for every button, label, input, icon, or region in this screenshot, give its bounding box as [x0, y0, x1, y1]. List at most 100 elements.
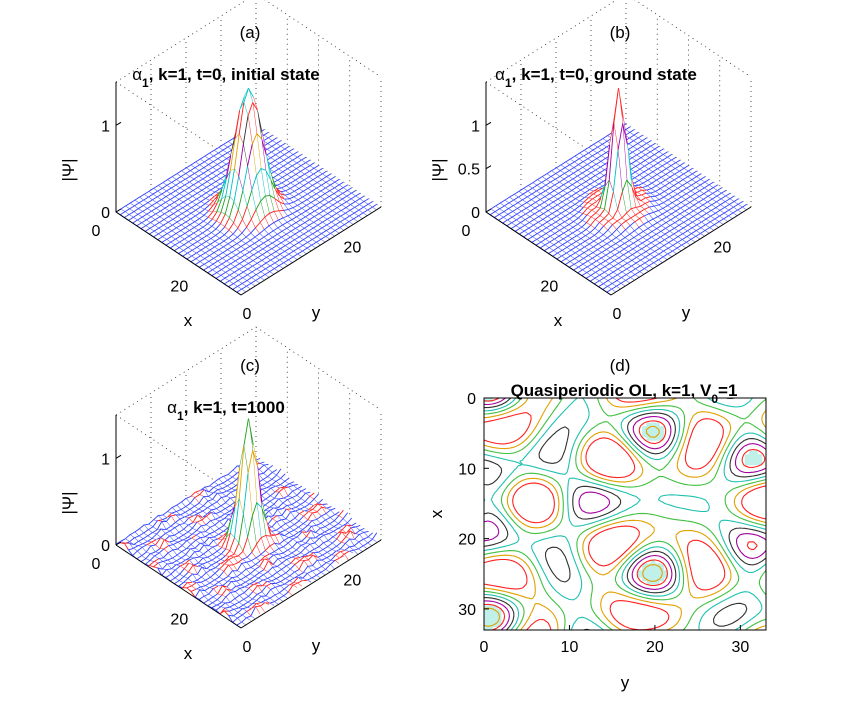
surface-cell [234, 543, 243, 556]
surface-edge [619, 237, 626, 244]
surface-edge [160, 528, 166, 534]
surface-cell [276, 188, 286, 192]
surface-edge [308, 542, 315, 550]
surface-edge [529, 207, 536, 215]
surface-edge [586, 161, 593, 168]
surface-edge [161, 559, 168, 565]
surface-edge [324, 517, 331, 525]
surface-edge [545, 176, 552, 183]
surface-cell [592, 198, 601, 208]
surface-edge [573, 158, 580, 166]
surface-edge [264, 495, 271, 502]
surface-edge [621, 179, 628, 214]
surface-edge [565, 244, 572, 251]
surface-cell [184, 517, 193, 526]
surface-cell [211, 221, 221, 230]
surface-cell [146, 545, 155, 554]
surface-edge [592, 243, 599, 251]
surface-cell [583, 198, 593, 203]
surface-edge [153, 552, 160, 560]
surface-cell [305, 492, 315, 497]
surface-edge [320, 513, 327, 521]
surface-edge [291, 536, 298, 543]
surface-cell [167, 507, 177, 514]
surface-cell [182, 537, 192, 541]
surface-edge [310, 524, 317, 533]
surface-edge [622, 123, 628, 181]
surface-cell [152, 520, 162, 530]
x-tick-label: 0 [92, 223, 101, 240]
surface-cell [595, 208, 605, 216]
surface-cell [219, 519, 229, 526]
x-axis [485, 211, 612, 296]
surface-cell [332, 532, 342, 540]
surface-edge [300, 531, 307, 538]
surface-cell [582, 208, 592, 216]
y-tick-label: 20 [713, 239, 731, 256]
surface-cell [229, 169, 239, 202]
surface-cell [349, 539, 359, 546]
panel-title: α1, k=1, t=0, initial state [132, 65, 320, 90]
surface-edge [608, 123, 615, 193]
surface-cell [203, 211, 213, 218]
surface-cell [172, 549, 182, 556]
surface-cell [200, 531, 210, 537]
surface-edge [223, 511, 230, 516]
surface-edge [606, 234, 613, 242]
surface-cell [204, 200, 214, 206]
surface-cell [239, 446, 248, 516]
surface-cell [320, 526, 329, 533]
surface-edge [216, 535, 223, 541]
surface-edge [197, 514, 203, 521]
surface-cell [280, 193, 289, 200]
surface-edge [323, 529, 330, 535]
surface-cell [152, 529, 162, 535]
surface-edge [275, 515, 282, 521]
surface-edge [303, 551, 310, 557]
z-tick [115, 121, 122, 126]
surface-edge [328, 526, 334, 532]
surface-edge [517, 193, 524, 201]
surface-edge [133, 528, 140, 537]
surface-cell [208, 540, 218, 548]
surface-edge [584, 184, 591, 191]
y-axis-label: y [312, 303, 321, 322]
surface-edge [586, 155, 593, 162]
surface-cell [274, 210, 283, 221]
surface-cell [578, 207, 588, 214]
surface-edge [542, 210, 549, 217]
surface-cell [350, 527, 360, 534]
surface-edge [544, 181, 551, 189]
surface-edge [298, 515, 304, 525]
surface-cell [202, 562, 212, 569]
x-tick-label: 20 [540, 278, 558, 295]
surface-edge [540, 227, 547, 234]
surface-cell [215, 559, 225, 564]
surface-edge [319, 526, 325, 533]
y-tick-label: 20 [343, 239, 361, 256]
surface-edge [321, 546, 328, 553]
surface-edge [336, 531, 342, 543]
surface-edge [568, 209, 575, 217]
surface-cell [307, 520, 316, 527]
surface-edge [259, 556, 266, 562]
surface-edge [577, 263, 584, 271]
surface-edge [304, 543, 311, 553]
surface-cell [199, 489, 209, 497]
surface-edge [211, 544, 218, 552]
surface-edge [541, 216, 548, 223]
panel-label: (a) [240, 23, 261, 42]
surface-cell [229, 201, 239, 223]
surface-edge [232, 555, 239, 564]
surface-edge [555, 213, 562, 220]
box-edge [634, 0, 752, 78]
surface-cell [193, 509, 203, 514]
surface-cell [213, 489, 222, 494]
surface-edge [552, 247, 559, 254]
surface-edge [323, 533, 329, 542]
surface-edge [150, 544, 156, 553]
surface-cell [275, 533, 284, 545]
surface-edge [362, 536, 369, 544]
surface-cell [600, 180, 610, 210]
